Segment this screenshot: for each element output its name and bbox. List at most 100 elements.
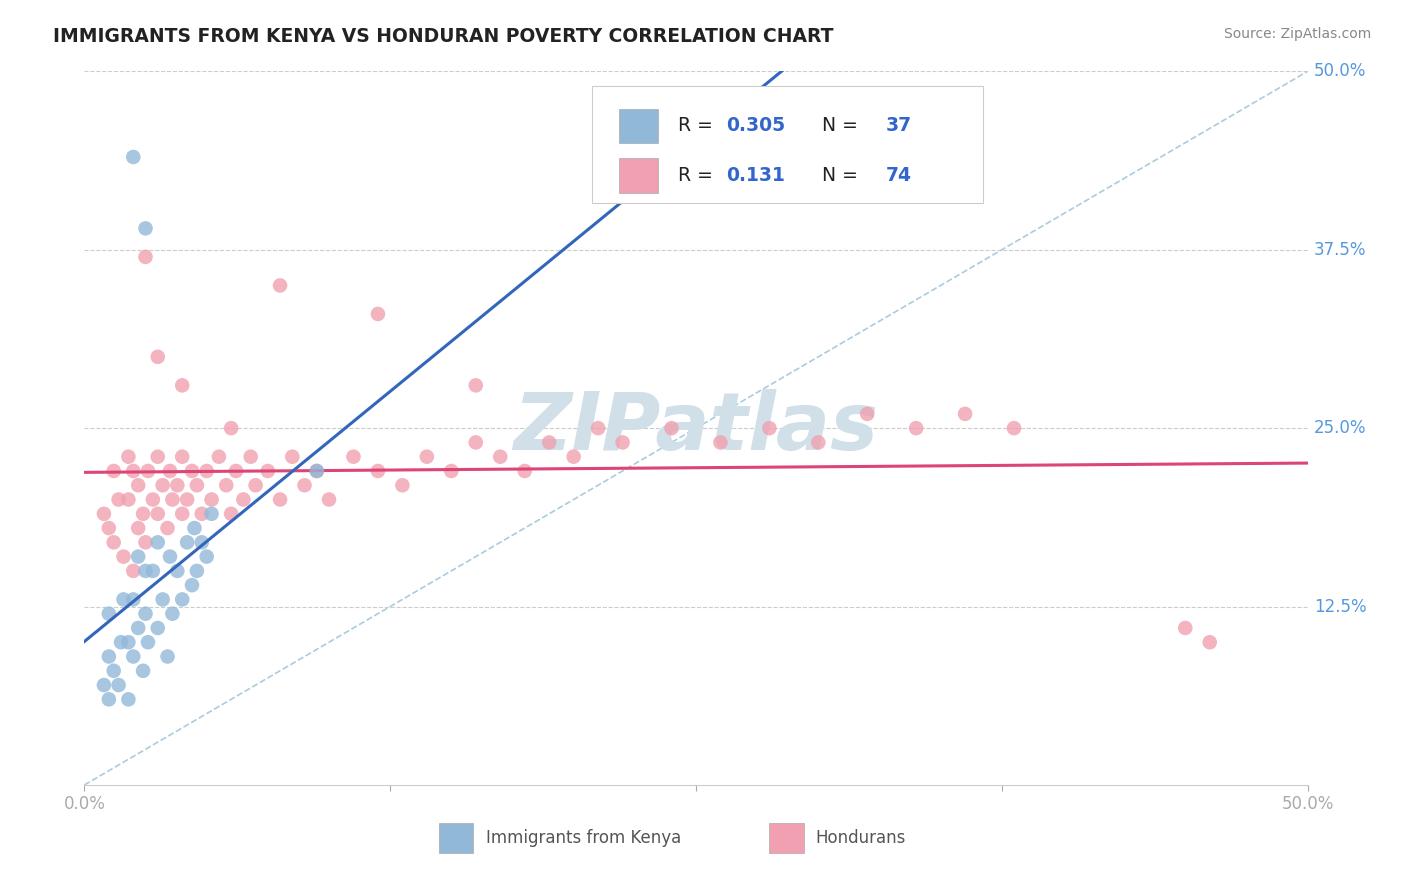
Point [103,664,125,678]
Point [195,549,218,564]
Point [122,150,145,164]
Point [135,221,157,235]
FancyBboxPatch shape [592,86,983,203]
Point [117,492,139,507]
Text: Hondurans: Hondurans [815,830,907,847]
Point [103,535,125,549]
Point [953,407,976,421]
Point [661,421,683,435]
Point [97,521,120,535]
Point [172,450,194,464]
Point [195,464,218,478]
Point [127,521,149,535]
Point [127,549,149,564]
Point [146,621,169,635]
Point [97,607,120,621]
Point [146,450,169,464]
Point [758,421,780,435]
Point [132,507,155,521]
Point [269,492,291,507]
Point [136,464,159,478]
Point [176,492,198,507]
Point [107,492,129,507]
Point [294,478,316,492]
Point [239,450,262,464]
Point [152,592,174,607]
Point [97,692,120,706]
Point [135,535,157,549]
Point [305,464,328,478]
Point [117,450,139,464]
Point [135,564,157,578]
Point [136,635,159,649]
Point [122,464,145,478]
Point [122,564,145,578]
Point [127,621,149,635]
Point [93,507,115,521]
Point [107,678,129,692]
Point [191,507,214,521]
Point [905,421,928,435]
Point [146,535,169,549]
Text: R =: R = [678,116,718,136]
Point [318,492,340,507]
Text: 50.0%: 50.0% [1313,62,1367,80]
Point [807,435,830,450]
Point [586,421,609,435]
Point [367,464,389,478]
Point [257,464,280,478]
Text: N =: N = [810,116,863,136]
Point [562,450,585,464]
Point [342,450,364,464]
Point [172,507,194,521]
Text: 0.305: 0.305 [727,116,786,136]
Point [152,478,174,492]
Point [162,607,184,621]
Text: Immigrants from Kenya: Immigrants from Kenya [485,830,681,847]
Point [122,592,145,607]
Point [183,521,205,535]
Point [191,535,214,549]
Point [1174,621,1197,635]
Text: 74: 74 [886,166,911,185]
Point [709,435,731,450]
Point [93,678,115,692]
Text: ZIPatlas: ZIPatlas [513,389,879,467]
Point [464,378,486,392]
Point [159,464,181,478]
Text: 37.5%: 37.5% [1313,241,1367,259]
Point [146,350,169,364]
Text: 25.0%: 25.0% [1313,419,1367,437]
Point [172,592,194,607]
FancyBboxPatch shape [619,109,658,143]
Point [181,464,204,478]
Point [135,607,157,621]
Point [219,421,242,435]
Text: 37: 37 [886,116,911,136]
Point [103,464,125,478]
Point [538,435,561,450]
Point [513,464,536,478]
Point [1198,635,1220,649]
Point [489,450,512,464]
Point [281,450,304,464]
Point [166,478,188,492]
Point [219,507,242,521]
Text: 0.131: 0.131 [727,166,786,185]
Point [156,521,179,535]
Point [112,549,135,564]
Point [232,492,254,507]
Point [200,507,222,521]
Point [208,450,231,464]
Point [132,664,155,678]
Point [156,649,179,664]
Point [215,478,238,492]
Point [367,307,389,321]
Point [305,464,328,478]
Text: R =: R = [678,166,724,185]
Text: N =: N = [810,166,863,185]
Point [117,692,139,706]
Text: 12.5%: 12.5% [1313,598,1367,615]
Point [110,635,132,649]
Point [97,649,120,664]
